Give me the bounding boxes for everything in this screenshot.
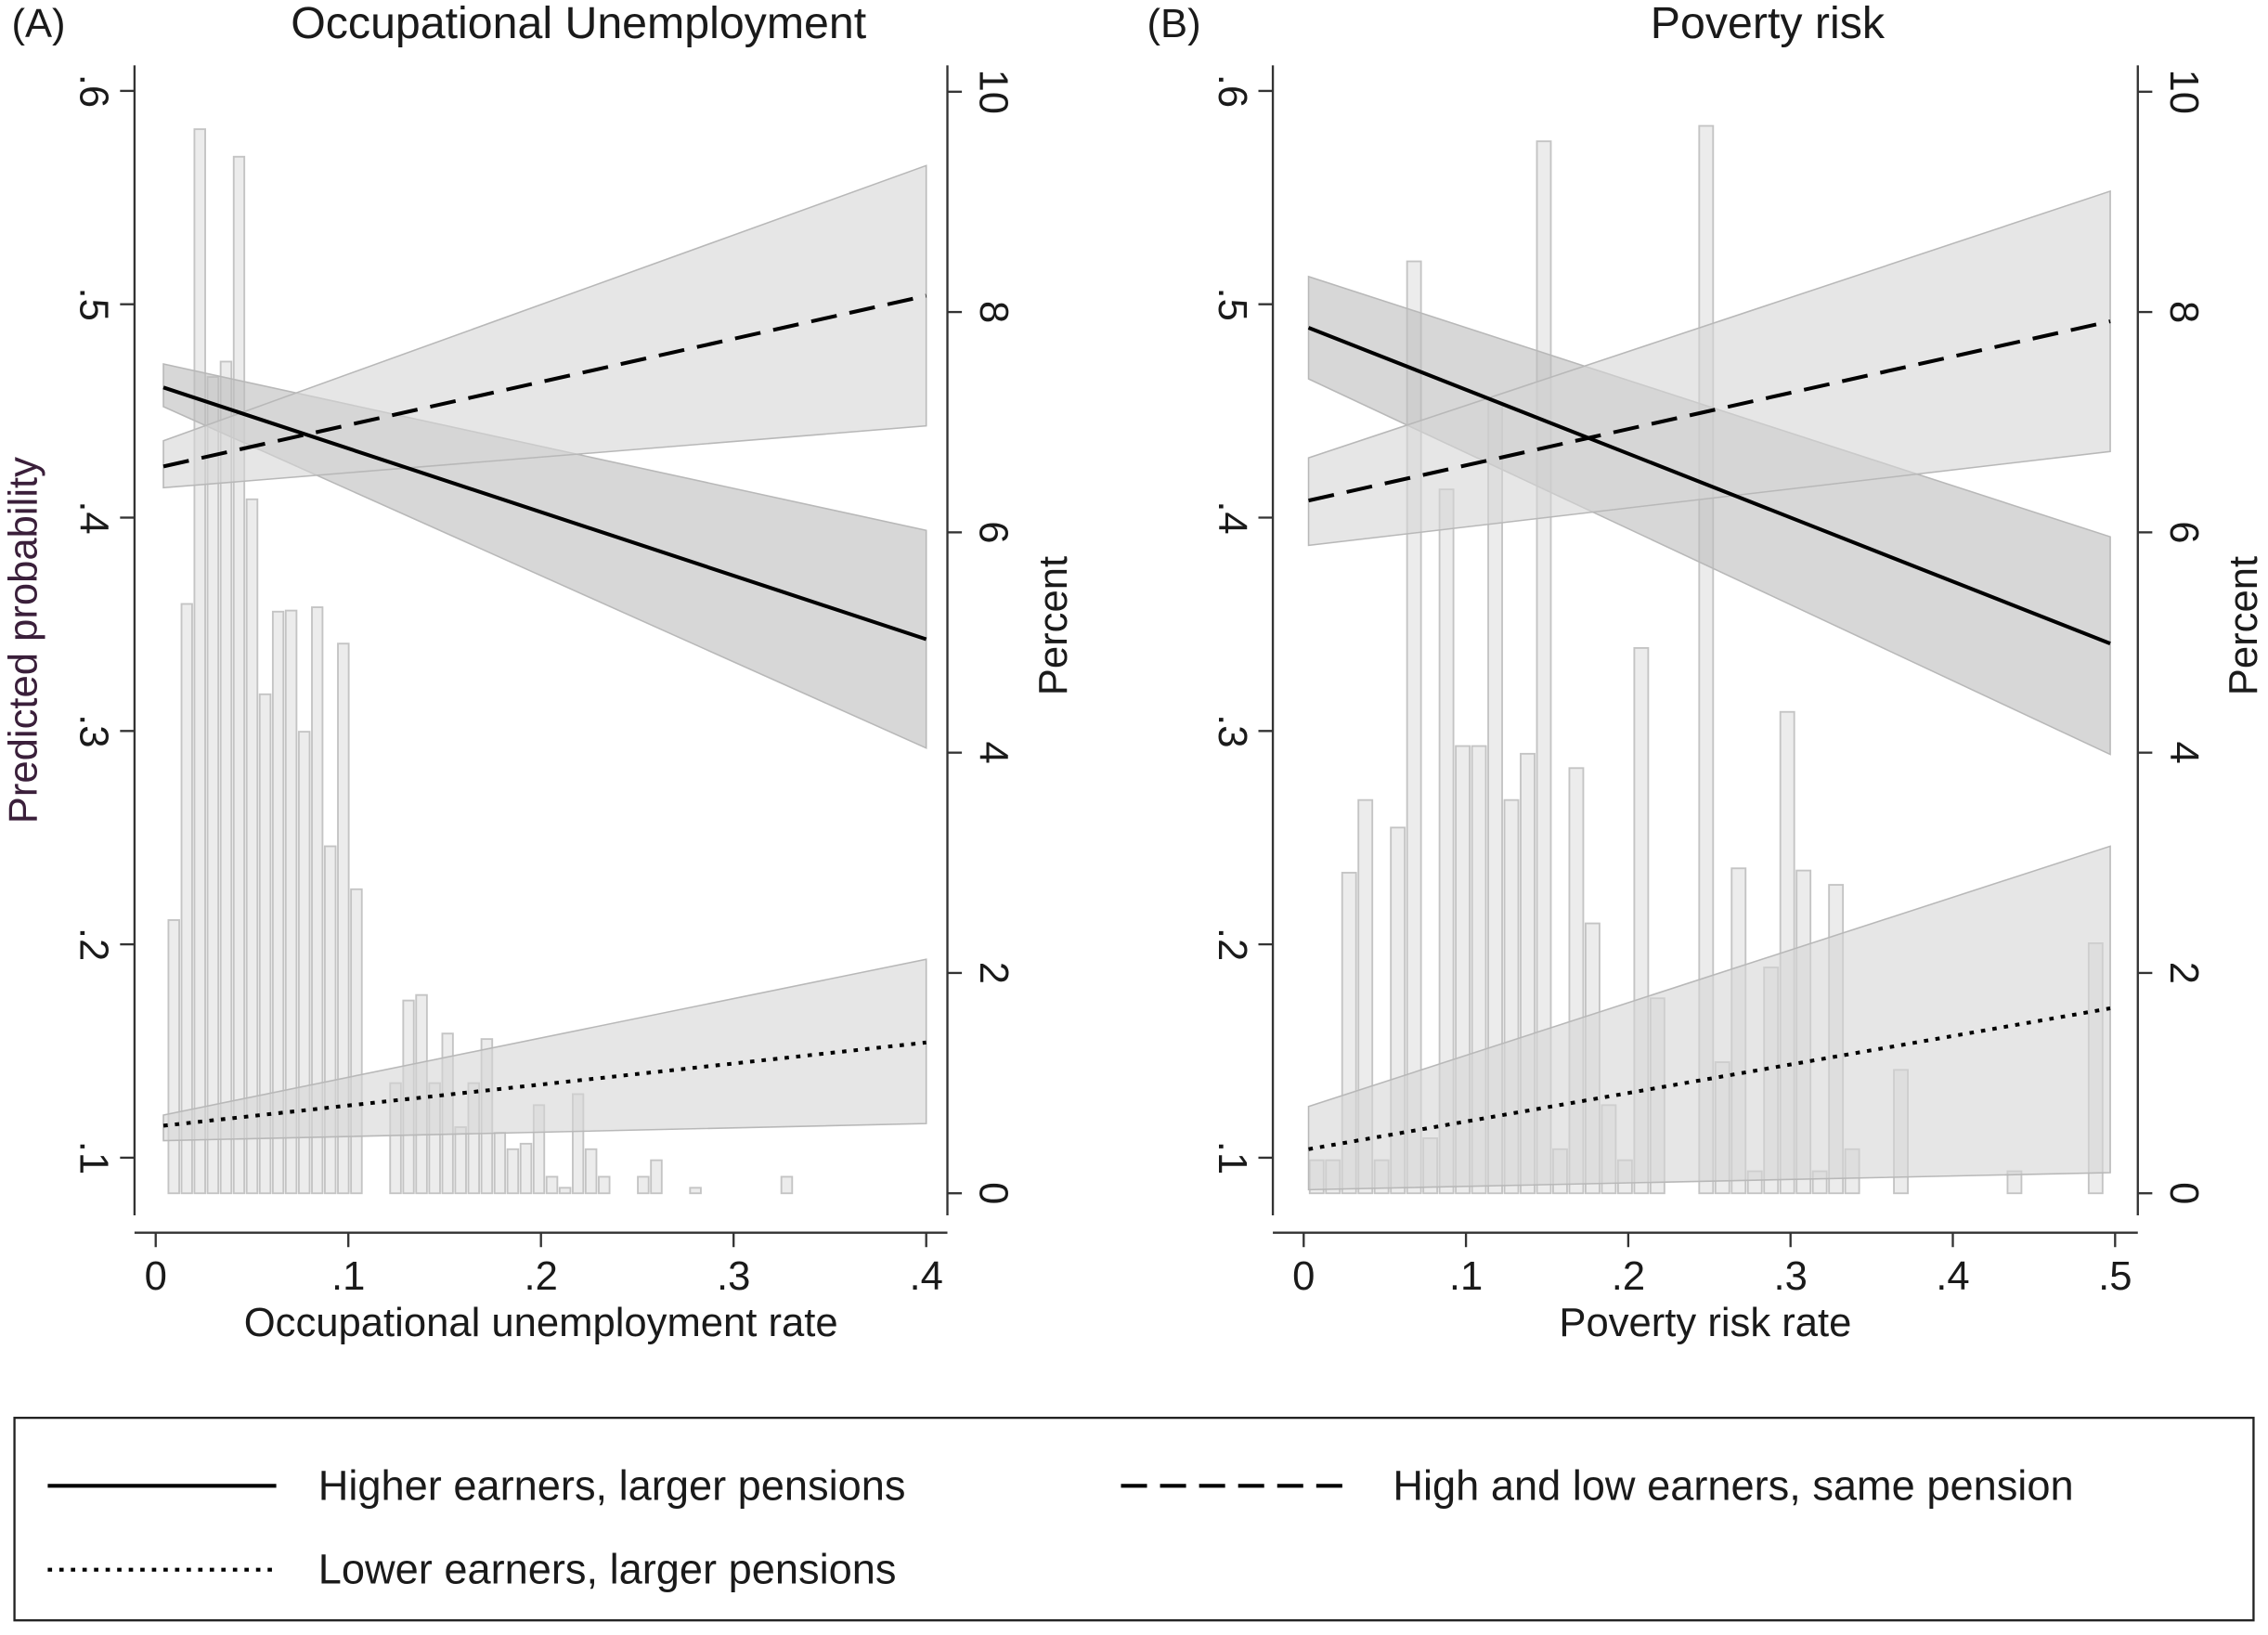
y-tick-label: .1 (71, 1141, 116, 1174)
y-tick-label: .1 (1210, 1141, 1254, 1174)
y2-axis-title: Percent (2222, 556, 2266, 695)
histogram-bar (311, 606, 324, 1195)
histogram-bar (232, 155, 246, 1195)
series-line (1307, 326, 2111, 645)
y-tick-label: .5 (71, 288, 116, 321)
series-line (1308, 319, 2111, 503)
histogram-bar (258, 693, 272, 1195)
y2-tick-label: 2 (971, 962, 1016, 984)
x-tick-label: .1 (331, 1254, 365, 1299)
histogram-bar (297, 731, 311, 1195)
histogram-bar (206, 376, 220, 1195)
chart-title: Poverty risk (1651, 0, 1886, 48)
x-axis-title: Occupational unemployment rate (244, 1301, 838, 1345)
histogram-bar (558, 1187, 572, 1195)
y2-tick-label: 6 (971, 521, 1016, 543)
confidence-band (162, 958, 927, 1142)
histogram-bar (193, 128, 206, 1195)
y2-tick-label: 0 (971, 1182, 1016, 1204)
x-tick-label: .3 (1774, 1254, 1808, 1299)
series-line (162, 1040, 927, 1128)
x-tick-label: .2 (1612, 1254, 1645, 1299)
y2-tick-label: 2 (2161, 962, 2206, 984)
x-tick-label: 0 (145, 1254, 167, 1299)
y2-tick-label: 10 (2161, 70, 2206, 115)
series-line (162, 385, 927, 642)
y2-tick-label: 8 (2161, 301, 2206, 323)
y-tick-label: .2 (1210, 928, 1254, 961)
histogram-bar (337, 642, 350, 1195)
y2-tick-label: 6 (2161, 521, 2206, 543)
series-line (1308, 1006, 2111, 1151)
histogram-bar (245, 498, 259, 1195)
x-axis-title: Poverty risk rate (1559, 1301, 1851, 1345)
histogram-bar (780, 1175, 794, 1195)
legend-label: Higher earners, larger pensions (318, 1461, 906, 1509)
y-tick-label: .3 (1210, 714, 1254, 747)
confidence-band (162, 164, 927, 489)
confidence-band (1307, 845, 2111, 1191)
y2-tick-label: 4 (971, 742, 1016, 764)
y2-tick-label: 0 (2161, 1182, 2206, 1204)
panel-label: (A) (11, 2, 65, 46)
y-tick-label: .4 (71, 500, 116, 534)
histogram-bar (637, 1175, 650, 1195)
histogram-bar (506, 1148, 520, 1195)
series-line (162, 293, 927, 469)
y-tick-label: .6 (71, 74, 116, 108)
histogram-bar (598, 1175, 611, 1195)
y-tick-label: .2 (71, 928, 116, 961)
x-tick-label: .2 (525, 1254, 558, 1299)
panel-label: (B) (1147, 2, 1201, 46)
y-tick-label: .4 (1210, 500, 1254, 534)
y-tick-label: .6 (1210, 74, 1254, 108)
histogram-bar (650, 1159, 663, 1195)
y-tick-label: .5 (1210, 288, 1254, 321)
y2-tick-label: 4 (2161, 742, 2206, 764)
x-tick-label: 0 (1292, 1254, 1315, 1299)
y-tick-label: .3 (71, 714, 116, 747)
histogram-bar (454, 1126, 467, 1195)
histogram-bar (284, 609, 298, 1195)
y2-tick-label: 8 (971, 301, 1016, 323)
histogram-bar (493, 1132, 507, 1195)
y2-axis-title: Percent (1031, 556, 1076, 695)
histogram-bar (323, 845, 337, 1195)
histogram-bar (545, 1175, 559, 1195)
x-tick-label: .4 (910, 1254, 943, 1299)
x-tick-label: .3 (717, 1254, 750, 1299)
histogram-bar (167, 919, 180, 1195)
y2-tick-label: 10 (971, 70, 1016, 115)
histogram-bar (180, 603, 193, 1195)
histogram-bar (519, 1142, 533, 1195)
legend-box (13, 1416, 2255, 1622)
x-tick-label: .5 (2098, 1254, 2132, 1299)
legend-label: High and low earners, same pension (1393, 1461, 2073, 1509)
histogram-bar (271, 610, 285, 1195)
x-tick-label: .1 (1449, 1254, 1483, 1299)
histogram-bar (350, 888, 363, 1195)
histogram-bar (219, 360, 233, 1195)
chart-title: Occupational Unemployment (291, 0, 867, 48)
histogram-bar (584, 1148, 598, 1195)
y-axis-title: Predicted probability (2, 457, 46, 824)
histogram-bar (689, 1187, 702, 1195)
x-tick-label: .4 (1936, 1254, 1969, 1299)
legend-label: Lower earners, larger pensions (318, 1546, 897, 1593)
